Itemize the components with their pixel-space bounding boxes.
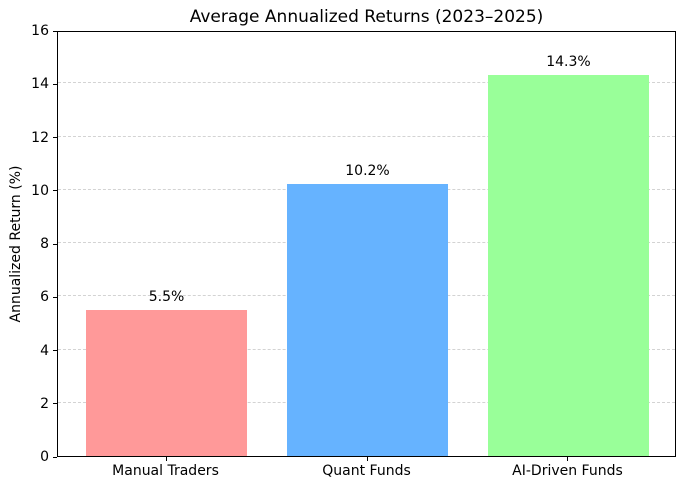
bar-manual-traders xyxy=(86,309,247,456)
y-tick-label: 14 xyxy=(31,76,49,93)
y-tick-mark xyxy=(53,30,57,32)
x-tick-mark xyxy=(165,457,167,461)
y-tick-label: 0 xyxy=(40,449,49,465)
grid-line xyxy=(58,82,675,84)
y-tick-mark xyxy=(53,350,57,351)
y-tick-mark xyxy=(53,456,57,458)
y-tick-mark xyxy=(53,190,57,192)
y-tick-mark xyxy=(53,243,57,245)
y-tick-label: 8 xyxy=(40,236,49,252)
bar-value-label: 10.2% xyxy=(345,163,390,180)
bar-value-label: 14.3% xyxy=(546,54,591,71)
x-tick-label: Quant Funds xyxy=(322,463,411,479)
y-tick-label: 6 xyxy=(40,289,49,306)
y-tick-label: 12 xyxy=(31,129,49,146)
y-tick-label: 10 xyxy=(31,182,49,199)
y-tick-mark xyxy=(53,296,57,298)
grid-line xyxy=(58,135,675,137)
plot-area: 5.5% 10.2% 14.3% xyxy=(57,31,676,457)
y-tick-label: 4 xyxy=(40,342,49,359)
x-tick-mark xyxy=(366,457,368,461)
bar-quant-funds xyxy=(287,184,448,456)
x-tick-mark xyxy=(567,457,569,461)
y-tick-mark xyxy=(53,137,57,138)
chart-title: Average Annualized Returns (2023–2025) xyxy=(189,7,544,27)
bar-value-label: 5.5% xyxy=(148,288,185,305)
x-tick-label: Manual Traders xyxy=(112,463,219,479)
x-tick-label: AI-Driven Funds xyxy=(512,463,623,479)
bar-ai-driven-funds xyxy=(488,75,649,456)
y-tick-label: 16 xyxy=(31,23,49,39)
y-tick-mark xyxy=(53,403,57,405)
y-tick-label: 2 xyxy=(40,395,49,412)
y-tick-mark xyxy=(53,83,57,85)
